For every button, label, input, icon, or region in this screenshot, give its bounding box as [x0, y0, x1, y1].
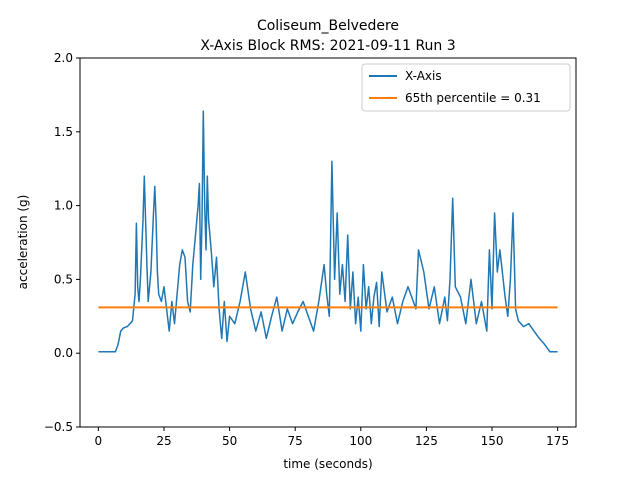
series-line-x-axis	[98, 110, 558, 353]
x-axis-ticks: 0 25 50 75 100 125 150 175	[95, 427, 569, 448]
x-tick-label: 50	[222, 434, 237, 448]
legend: X-Axis 65th percentile = 0.31	[361, 63, 571, 112]
plot-content	[98, 110, 558, 353]
axes-frame	[79, 57, 577, 428]
legend-box	[361, 63, 571, 112]
y-axis-ticks: −0.5 0.0 0.5 1.0 1.5 2.0	[44, 51, 80, 434]
legend-label-percentile: 65th percentile = 0.31	[405, 91, 541, 105]
x-tick-label: 25	[156, 434, 171, 448]
x-tick-label: 125	[415, 434, 438, 448]
y-tick-label: 0.5	[54, 272, 73, 286]
y-axis-label: acceleration (g)	[16, 195, 30, 290]
x-tick-label: 75	[288, 434, 303, 448]
y-tick-label: 2.0	[54, 51, 73, 65]
chart-title-line2: X-Axis Block RMS: 2021-09-11 Run 3	[200, 38, 455, 54]
y-tick-label: −0.5	[44, 420, 73, 434]
chart-title-line1: Coliseum_Belvedere	[257, 18, 399, 34]
y-tick-label: 0.0	[54, 346, 73, 360]
legend-label-x-axis: X-Axis	[405, 69, 442, 83]
x-axis-label: time (seconds)	[283, 457, 372, 471]
y-tick-label: 1.0	[54, 199, 73, 213]
y-tick-label: 1.5	[54, 125, 73, 139]
x-tick-label: 0	[95, 434, 103, 448]
x-tick-label: 175	[546, 434, 569, 448]
x-tick-label: 150	[481, 434, 504, 448]
x-tick-label: 100	[349, 434, 372, 448]
